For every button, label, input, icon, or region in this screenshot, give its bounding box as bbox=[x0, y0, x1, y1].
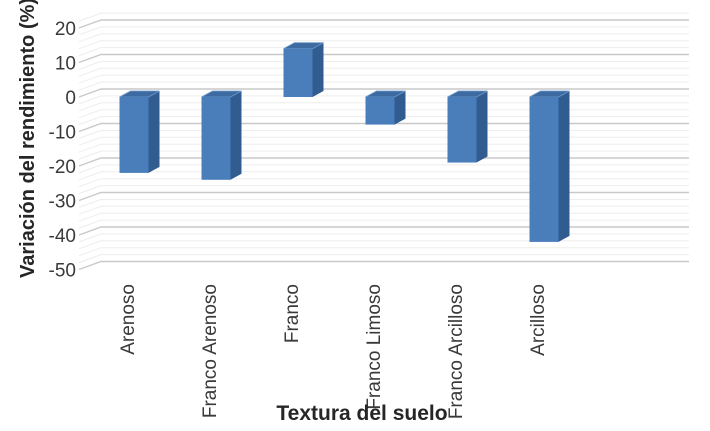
y-axis-title: Variación del rendimiento (%) bbox=[17, 0, 39, 278]
minor-gridline--44 bbox=[78, 240, 689, 250]
bar-franco-arenoso bbox=[201, 90, 242, 180]
y-tick-label-10: 10 bbox=[55, 54, 76, 75]
bar-front-face bbox=[119, 97, 149, 173]
major-gridline--20 bbox=[78, 157, 689, 167]
y-tick-label-20: 20 bbox=[55, 19, 76, 40]
y-tick-label--50: -50 bbox=[49, 261, 76, 282]
bar-arcilloso bbox=[529, 90, 570, 242]
bar-front-face bbox=[201, 97, 231, 180]
bar-side-face bbox=[476, 91, 488, 163]
minor-gridline--6 bbox=[78, 109, 689, 119]
minor-gridline--42 bbox=[78, 233, 689, 243]
minor-gridline-16 bbox=[78, 33, 689, 43]
bar-arenoso bbox=[119, 90, 160, 173]
y-tick-label--30: -30 bbox=[49, 192, 76, 213]
bar-side-face bbox=[394, 91, 406, 125]
minor-gridline--28 bbox=[78, 185, 689, 195]
minor-gridline--4 bbox=[78, 102, 689, 112]
minor-gridline--2 bbox=[78, 95, 689, 105]
bar-franco-limoso bbox=[365, 90, 406, 125]
bar-front-face bbox=[529, 97, 559, 242]
bar-side-face bbox=[148, 91, 160, 173]
x-axis-title: Textura del suelo bbox=[276, 402, 448, 425]
minor-gridline--38 bbox=[78, 219, 689, 229]
category-label-franco-arcilloso: Franco Arcilloso bbox=[446, 284, 467, 419]
y-tick-label--10: -10 bbox=[49, 123, 76, 144]
y-tick-label-0: 0 bbox=[65, 88, 76, 109]
category-label-franco-limoso: Franco Limoso bbox=[364, 284, 385, 410]
gridlines-minor bbox=[78, 12, 689, 264]
major-gridline--50 bbox=[78, 260, 689, 271]
minor-gridline--12 bbox=[78, 129, 689, 139]
category-label-franco-arenoso: Franco Arenoso bbox=[200, 284, 221, 418]
major-gridline--10 bbox=[78, 122, 689, 133]
minor-gridline-14 bbox=[78, 40, 689, 50]
category-label-arenoso: Arenoso bbox=[118, 284, 139, 355]
minor-gridline-12 bbox=[78, 47, 689, 57]
minor-gridline-8 bbox=[78, 60, 689, 70]
y-tick-label--20: -20 bbox=[49, 157, 76, 178]
major-gridline--40 bbox=[78, 226, 689, 236]
minor-gridline--22 bbox=[78, 164, 689, 174]
bar-front-face bbox=[447, 97, 477, 163]
minor-gridline-22 bbox=[78, 12, 689, 22]
minor-gridline--24 bbox=[78, 171, 689, 181]
minor-gridline-4 bbox=[78, 74, 689, 84]
minor-gridline-6 bbox=[78, 67, 689, 77]
bars bbox=[119, 42, 570, 242]
category-label-arcilloso: Arcilloso bbox=[528, 284, 549, 356]
category-label-franco: Franco bbox=[282, 284, 303, 343]
bar-side-face bbox=[558, 91, 570, 242]
minor-gridline--36 bbox=[78, 212, 689, 222]
minor-gridline-18 bbox=[78, 26, 689, 36]
minor-gridline--8 bbox=[78, 116, 689, 126]
minor-gridline-2 bbox=[78, 81, 689, 91]
major-gridline--30 bbox=[78, 191, 689, 202]
minor-gridline--32 bbox=[78, 198, 689, 208]
major-gridline-20 bbox=[78, 19, 689, 29]
minor-gridline--14 bbox=[78, 136, 689, 146]
bar-front-face bbox=[365, 97, 395, 125]
bar-side-face bbox=[230, 91, 242, 180]
minor-gridline--46 bbox=[78, 247, 689, 257]
minor-gridline--26 bbox=[78, 178, 689, 188]
gridlines-major bbox=[78, 19, 689, 271]
minor-gridline--18 bbox=[78, 150, 689, 160]
minor-gridline--48 bbox=[78, 254, 689, 264]
bar-franco-arcilloso bbox=[447, 90, 488, 163]
category-labels: Arenoso Franco Arenoso Franco Franco Limoso… bbox=[118, 284, 549, 419]
minor-gridline--16 bbox=[78, 143, 689, 153]
major-gridline-10 bbox=[78, 53, 689, 64]
y-tick-label--40: -40 bbox=[49, 226, 76, 247]
bar-franco bbox=[283, 42, 324, 97]
y-axis-tick-labels: 20 10 0 -10 -20 -30 -40 -50 bbox=[49, 19, 76, 282]
bar-front-face bbox=[283, 48, 313, 97]
bar-side-face bbox=[312, 42, 324, 97]
minor-gridline--34 bbox=[78, 205, 689, 215]
major-gridline-0 bbox=[78, 88, 689, 98]
